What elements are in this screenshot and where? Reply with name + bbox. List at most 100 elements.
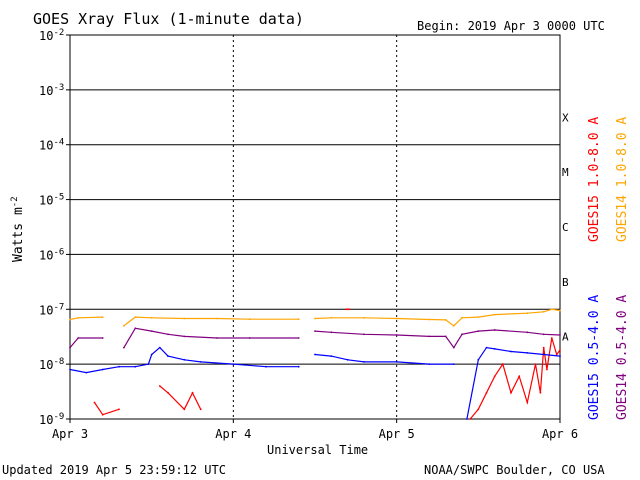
data-point bbox=[134, 316, 137, 318]
data-point bbox=[444, 319, 447, 321]
data-point bbox=[167, 391, 169, 394]
data-point bbox=[559, 355, 561, 357]
data-point bbox=[183, 317, 186, 320]
data-point bbox=[123, 346, 125, 349]
data-point bbox=[477, 358, 480, 361]
flare-class-x: X bbox=[562, 111, 569, 124]
legend-entry: GOES14 0.5-4.0 A bbox=[615, 295, 630, 420]
data-point bbox=[485, 346, 488, 349]
data-point bbox=[216, 317, 218, 320]
data-point bbox=[191, 391, 194, 394]
data-point bbox=[69, 346, 71, 349]
y-tick-label: 10-6 bbox=[39, 247, 64, 262]
data-point bbox=[150, 330, 153, 332]
data-point bbox=[428, 318, 431, 321]
data-point bbox=[542, 333, 545, 336]
data-point bbox=[199, 408, 202, 411]
data-point bbox=[477, 408, 480, 411]
data-point bbox=[346, 308, 349, 311]
data-point bbox=[469, 418, 472, 420]
data-point bbox=[167, 333, 169, 336]
data-point bbox=[363, 333, 365, 336]
data-point bbox=[461, 333, 463, 336]
begin-label: Begin: 2019 Apr 3 0000 UTC bbox=[417, 19, 605, 33]
legend-entry: GOES15 0.5-4.0 A bbox=[587, 295, 602, 420]
flare-class-a: A bbox=[562, 331, 569, 344]
legend-entry: GOES15 1.0-8.0 A bbox=[587, 117, 602, 242]
series-3 bbox=[69, 327, 561, 349]
data-point bbox=[123, 324, 125, 327]
data-point bbox=[118, 408, 120, 411]
horizontal-gridlines bbox=[70, 89, 560, 365]
data-point bbox=[542, 353, 545, 356]
data-point bbox=[363, 316, 365, 319]
data-point bbox=[69, 318, 71, 321]
y-tick-label: 10-2 bbox=[39, 28, 64, 43]
data-point bbox=[550, 337, 553, 339]
y-tick-label: 10-3 bbox=[39, 83, 64, 98]
y-tick-labels: 10-2 10-3 10-4 10-5 10-6 10-7 10-8 10-9 bbox=[39, 28, 70, 427]
data-point bbox=[526, 352, 529, 354]
data-point bbox=[526, 401, 529, 404]
data-point bbox=[559, 309, 561, 312]
data-point bbox=[542, 310, 545, 313]
series-layer bbox=[69, 308, 561, 420]
data-point bbox=[77, 316, 80, 319]
data-point bbox=[485, 391, 488, 394]
data-point bbox=[493, 348, 496, 350]
data-point bbox=[265, 365, 267, 368]
data-point bbox=[232, 363, 235, 365]
data-point bbox=[150, 353, 153, 356]
data-point bbox=[395, 317, 398, 320]
flare-class-b: B bbox=[562, 276, 569, 289]
data-point bbox=[199, 361, 202, 363]
data-point bbox=[69, 368, 71, 371]
data-point bbox=[158, 346, 161, 349]
data-point bbox=[559, 334, 561, 336]
data-point bbox=[546, 368, 548, 371]
data-point bbox=[510, 350, 512, 353]
data-point bbox=[101, 368, 104, 371]
data-point bbox=[452, 363, 455, 365]
legend-entry: GOES14 1.0-8.0 A bbox=[615, 117, 630, 242]
series-line bbox=[69, 346, 561, 420]
data-point bbox=[77, 337, 80, 339]
data-point bbox=[395, 334, 398, 336]
data-point bbox=[314, 330, 316, 332]
data-point bbox=[150, 316, 153, 319]
data-point bbox=[118, 365, 120, 368]
flare-class-m: M bbox=[562, 166, 569, 179]
data-point bbox=[85, 371, 88, 374]
data-point bbox=[330, 316, 333, 319]
data-point bbox=[330, 355, 333, 357]
data-point bbox=[183, 358, 186, 361]
data-point bbox=[363, 361, 365, 363]
data-point bbox=[461, 316, 463, 319]
x-axis-label: Universal Time bbox=[267, 443, 368, 457]
plot-frame bbox=[69, 34, 561, 420]
data-point bbox=[542, 346, 545, 349]
data-point bbox=[297, 318, 300, 321]
data-point bbox=[510, 391, 512, 394]
data-point bbox=[101, 316, 104, 318]
data-point bbox=[134, 327, 137, 330]
data-point bbox=[466, 418, 468, 420]
y-tick-label: 10-7 bbox=[39, 302, 64, 317]
data-point bbox=[518, 375, 521, 378]
data-point bbox=[216, 337, 218, 339]
data-point bbox=[248, 318, 251, 321]
chart-title: GOES Xray Flux (1-minute data) bbox=[33, 10, 304, 28]
data-point bbox=[297, 365, 300, 368]
day-divider-lines bbox=[232, 35, 398, 419]
data-point bbox=[477, 330, 480, 332]
x-tick-label: Apr 6 bbox=[542, 427, 578, 441]
data-point bbox=[534, 363, 537, 365]
y-axis-label: Watts m-2 bbox=[10, 196, 26, 262]
data-point bbox=[314, 317, 316, 320]
data-point bbox=[345, 308, 347, 311]
data-point bbox=[493, 375, 496, 378]
x-tick-labels: Apr 3 Apr 4 Apr 5 Apr 6 bbox=[52, 419, 578, 441]
data-point bbox=[297, 337, 300, 339]
footer-updated: Updated 2019 Apr 5 23:59:12 UTC bbox=[2, 463, 226, 477]
